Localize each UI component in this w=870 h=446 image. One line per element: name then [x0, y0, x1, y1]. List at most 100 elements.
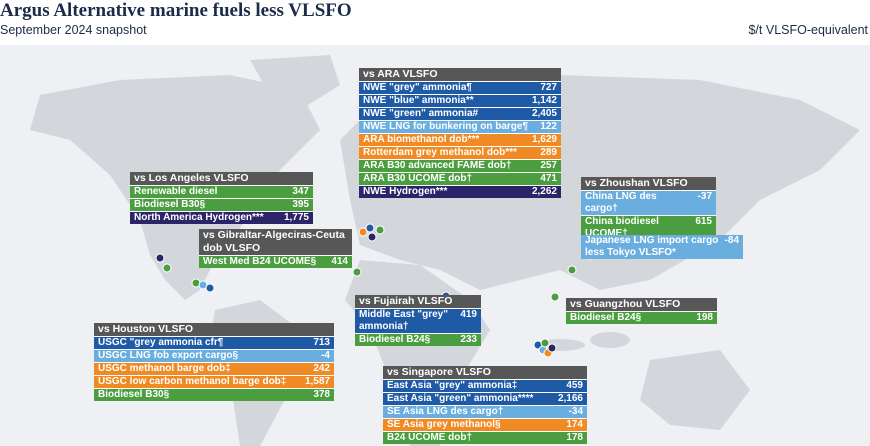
- price-value: 378: [313, 389, 330, 400]
- price-panel: vs Los Angeles VLSFO Renewable diesel 347 B…: [130, 172, 313, 224]
- fuel-label: USGC low carbon methanol barge dob‡: [98, 376, 287, 387]
- price-value: 459: [566, 380, 583, 391]
- price-row: ARA B30 UCOME dob† 471: [359, 172, 561, 185]
- fuel-label: East Asia "grey" ammonia‡: [387, 380, 518, 391]
- price-value: 615: [695, 216, 712, 227]
- price-value: 242: [313, 363, 330, 374]
- price-value: 713: [313, 337, 330, 348]
- price-value: 174: [566, 419, 583, 430]
- price-value: 414: [331, 256, 348, 267]
- title: Argus Alternative marine fuels less VLSF…: [0, 0, 352, 21]
- price-row: USGC low carbon methanol barge dob‡ 1,587: [94, 375, 334, 388]
- price-panel: vs Singapore VLSFO East Asia "grey" ammon…: [383, 366, 587, 444]
- price-value: 395: [292, 199, 309, 210]
- price-row: SE Asia LNG des cargo† -34: [383, 405, 587, 418]
- fuel-label: North America Hydrogen***: [134, 212, 264, 223]
- price-row: USGC LNG fob export cargo§ -4: [94, 349, 334, 362]
- price-value: 1,142: [531, 95, 557, 106]
- price-row: Rotterdam grey methanol dob*** 289: [359, 146, 561, 159]
- price-row: West Med B24 UCOME§ 414: [199, 255, 352, 268]
- price-row: B24 UCOME dob† 178: [383, 431, 587, 444]
- panel-heading: vs Singapore VLSFO: [383, 366, 587, 379]
- panel-heading: vs Zhoushan VLSFO: [581, 177, 716, 190]
- price-row: East Asia "grey" ammonia‡ 459: [383, 379, 587, 392]
- fuel-label: West Med B24 UCOME§: [203, 256, 317, 267]
- price-value: 178: [566, 432, 583, 443]
- price-panel: vs Gibraltar-Algeciras-Ceuta dob VLSFO We…: [199, 229, 352, 268]
- price-value: 727: [540, 82, 557, 93]
- fuel-label: ARA B30 advanced FAME dob†: [363, 160, 512, 171]
- price-row: Biodiesel B24§ 198: [566, 311, 717, 324]
- fuel-label: NWE "green" ammonia#: [363, 108, 479, 119]
- price-row: North America Hydrogen*** 1,775: [130, 211, 313, 224]
- subtitle: September 2024 snapshot: [0, 23, 147, 37]
- fuel-label: China LNG des cargo†: [585, 191, 657, 214]
- fuel-label: East Asia "green" ammonia****: [387, 393, 534, 404]
- price-value: 471: [540, 173, 557, 184]
- price-value: 2,262: [531, 186, 557, 197]
- fuel-label: USGC LNG fob export cargo§: [98, 350, 239, 361]
- fuel-label: Biodiesel B24§: [570, 312, 642, 323]
- fuel-label: Biodiesel B30§: [134, 199, 206, 210]
- price-row: Middle East "grey" ammonia† 419: [355, 308, 481, 333]
- price-row: East Asia "green" ammonia**** 2,166: [383, 392, 587, 405]
- price-value: -4: [321, 350, 330, 361]
- price-row: USGC methanol barge dob‡ 242: [94, 362, 334, 375]
- price-value: 419: [460, 309, 477, 320]
- price-value: 347: [292, 186, 309, 197]
- price-value: 1,587: [304, 376, 330, 387]
- panel-heading: vs Fujairah VLSFO: [355, 295, 481, 308]
- price-row: SE Asia grey methanol§ 174: [383, 418, 587, 431]
- price-value: 122: [540, 121, 557, 132]
- fuel-label: NWE LNG for bunkering on barge¶: [363, 121, 529, 132]
- panel-heading: vs Gibraltar-Algeciras-Ceuta dob VLSFO: [199, 229, 352, 255]
- price-row: Biodiesel B30§ 395: [130, 198, 313, 211]
- price-row: USGC "grey ammonia cfr¶ 713: [94, 336, 334, 349]
- price-panel: vs Zhoushan VLSFO China LNG des cargo† -37…: [581, 177, 716, 240]
- fuel-label: Japanese LNG import cargo less Tokyo VLS…: [585, 235, 719, 258]
- price-row: Renewable diesel 347: [130, 185, 313, 198]
- fuel-label: USGC methanol barge dob‡: [98, 363, 231, 374]
- price-row: Biodiesel B24§ 233: [355, 333, 481, 346]
- price-row: Japanese LNG import cargo less Tokyo VLS…: [581, 235, 743, 259]
- fuel-label: Rotterdam grey methanol dob***: [363, 147, 517, 158]
- fuel-label: NWE Hydrogen***: [363, 186, 448, 197]
- fuel-label: Renewable diesel: [134, 186, 218, 197]
- panel-heading: vs Los Angeles VLSFO: [130, 172, 313, 185]
- price-panel: vs ARA VLSFO NWE "grey" ammonia¶ 727 NWE "b…: [359, 68, 561, 198]
- price-panel: vs Fujairah VLSFO Middle East "grey" ammo…: [355, 295, 481, 346]
- price-row: China LNG des cargo† -37: [581, 190, 716, 215]
- fuel-label: SE Asia grey methanol§: [387, 419, 501, 430]
- price-value: 289: [540, 147, 557, 158]
- fuel-label: ARA biomethanol dob***: [363, 134, 480, 145]
- panel-heading: vs Houston VLSFO: [94, 323, 334, 336]
- price-value: 1,629: [531, 134, 557, 145]
- price-row: NWE LNG for bunkering on barge¶ 122: [359, 120, 561, 133]
- fuel-label: NWE "grey" ammonia¶: [363, 82, 472, 93]
- fuel-label: USGC "grey ammonia cfr¶: [98, 337, 224, 348]
- fuel-label: NWE "blue" ammonia**: [363, 95, 474, 106]
- price-value: 2,166: [557, 393, 583, 404]
- price-row: NWE "grey" ammonia¶ 727: [359, 81, 561, 94]
- unit-label: $/t VLSFO-equivalent: [748, 23, 868, 37]
- price-panel: vs Guangzhou VLSFO Biodiesel B24§ 198: [566, 298, 717, 324]
- price-value: 1,775: [283, 212, 309, 223]
- price-panel: vs Houston VLSFO USGC "grey ammonia cfr¶ 7…: [94, 323, 334, 401]
- fuel-label: Biodiesel B24§: [359, 334, 431, 345]
- price-value: -34: [568, 406, 583, 417]
- price-value: 257: [540, 160, 557, 171]
- price-row: ARA B30 advanced FAME dob† 257: [359, 159, 561, 172]
- fuel-label: China biodiesel UCOME†: [585, 216, 659, 239]
- fuel-label: ARA B30 UCOME dob†: [363, 173, 473, 184]
- price-value: 198: [696, 312, 713, 323]
- fuel-label: B24 UCOME dob†: [387, 432, 473, 443]
- price-row: NWE Hydrogen*** 2,262: [359, 185, 561, 198]
- fuel-label: Middle East "grey" ammonia†: [359, 309, 448, 332]
- fuel-label: SE Asia LNG des cargo†: [387, 406, 504, 417]
- fuel-label: Biodiesel B30§: [98, 389, 170, 400]
- price-row: ARA biomethanol dob*** 1,629: [359, 133, 561, 146]
- price-value: -37: [697, 191, 712, 202]
- panel-heading: vs Guangzhou VLSFO: [566, 298, 717, 311]
- price-row: Biodiesel B30§ 378: [94, 388, 334, 401]
- price-row: NWE "green" ammonia# 2,405: [359, 107, 561, 120]
